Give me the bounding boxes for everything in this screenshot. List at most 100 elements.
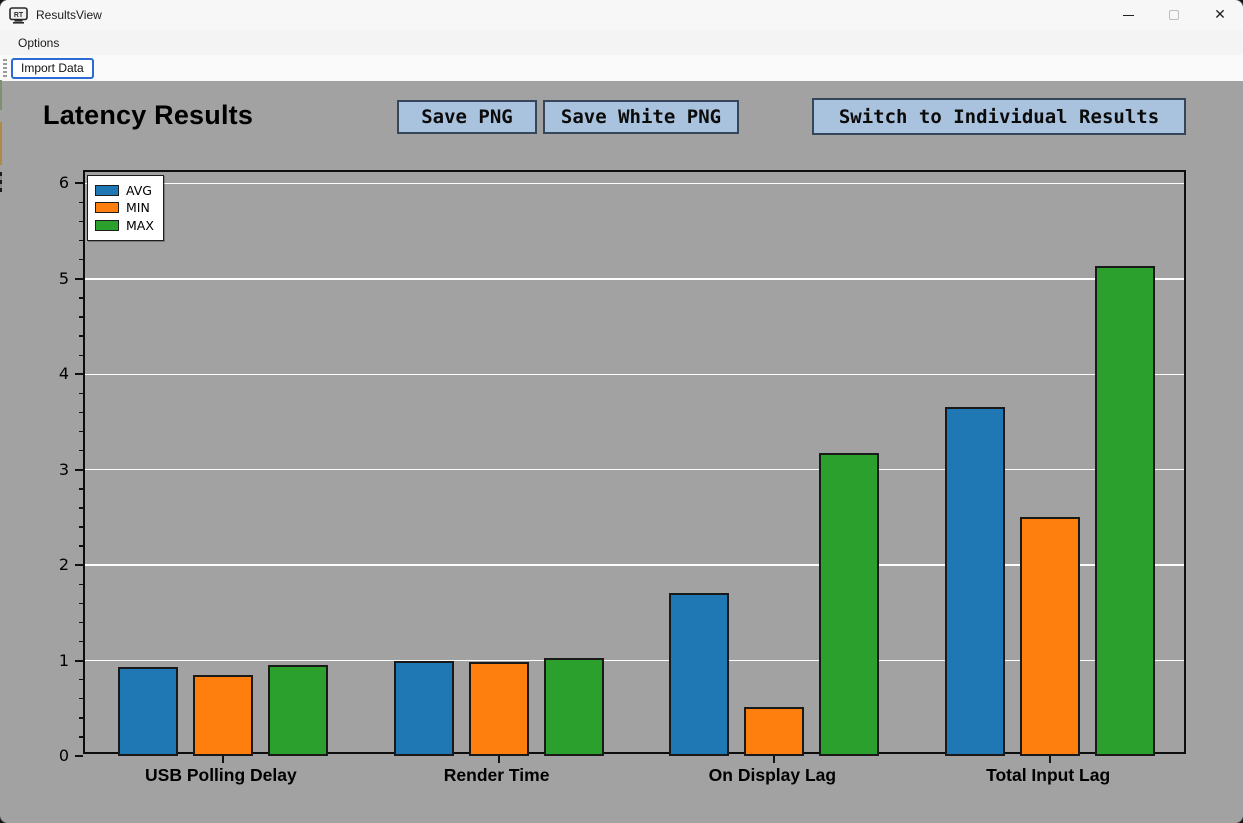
y-axis-minor-tick [79, 240, 83, 242]
y-axis-tick-label: 3 [58, 459, 69, 479]
save-white-png-button[interactable]: Save White PNG [543, 100, 739, 134]
gridline [85, 564, 1184, 566]
gridline [85, 373, 1184, 376]
menu-bar: Options [0, 30, 1243, 55]
y-axis-minor-tick [79, 602, 83, 604]
legend-entry: MIN [95, 200, 154, 215]
y-axis-tick-label: 1 [58, 650, 69, 670]
page-title: Latency Results [43, 100, 254, 130]
x-axis-tick [221, 756, 224, 763]
y-axis-minor-tick [79, 488, 83, 490]
screen-edge-artifact [0, 80, 2, 110]
y-axis-tick [75, 373, 83, 376]
maximize-button[interactable] [1151, 0, 1197, 30]
minimize-button[interactable] [1105, 0, 1151, 30]
legend-swatch [95, 202, 119, 213]
y-axis-minor-tick [79, 507, 83, 509]
chart-category-labels: USB Polling Delay Render Time On Display L… [83, 765, 1186, 795]
titlebar: RT ResultsView ✕ [0, 0, 1243, 30]
svg-text:RT: RT [14, 12, 24, 19]
y-axis-minor-tick [79, 411, 83, 414]
toolbar-grip-handle[interactable] [3, 59, 7, 77]
bar-min [744, 707, 805, 756]
switch-to-individual-results-button[interactable]: Switch to Individual Results [812, 98, 1186, 135]
legend-entry: MAX [95, 218, 154, 233]
y-axis-tick-label: 5 [58, 268, 69, 288]
category-label: On Display Lag [708, 765, 837, 785]
y-axis-minor-tick [79, 430, 83, 433]
app-icon: RT [9, 6, 28, 24]
minimize-icon [1122, 14, 1134, 16]
window-controls: ✕ [1105, 0, 1243, 30]
x-axis-tick [773, 756, 776, 763]
category-label: Total Input Lag [986, 765, 1111, 785]
y-axis-minor-tick [79, 220, 83, 223]
legend-swatch [95, 184, 119, 196]
y-axis-minor-tick [79, 259, 83, 261]
bar-avg [393, 660, 454, 756]
close-button[interactable]: ✕ [1197, 0, 1243, 30]
legend-swatch [95, 219, 119, 231]
legend-entry: AVG [95, 183, 154, 198]
y-axis-tick [75, 755, 83, 757]
bar-avg [945, 406, 1006, 756]
y-axis-minor-tick [79, 316, 83, 318]
y-axis-tick-label: 2 [58, 555, 69, 575]
y-axis-minor-tick [79, 354, 83, 356]
y-axis-minor-tick [79, 717, 83, 719]
x-axis-tick [1049, 756, 1052, 763]
gridline [85, 468, 1184, 471]
menu-item-options[interactable]: Options [18, 35, 60, 50]
bar-min [192, 674, 253, 756]
y-axis-minor-tick [79, 621, 83, 624]
maximize-icon [1169, 10, 1179, 20]
screen-edge-artifact [0, 122, 2, 165]
y-axis-minor-tick [79, 640, 83, 643]
legend-label: MIN [126, 200, 150, 215]
y-axis-minor-tick [79, 526, 83, 528]
gridline [85, 278, 1184, 280]
category-label: USB Polling Delay [145, 765, 297, 785]
y-axis-minor-tick [79, 449, 83, 452]
bar-max [819, 452, 880, 756]
y-axis-tick [75, 659, 83, 662]
y-axis-minor-tick [79, 583, 83, 585]
gridline [85, 182, 1184, 185]
bar-max [1095, 266, 1156, 756]
close-icon: ✕ [1214, 7, 1226, 23]
chart-plot-area: AVG MIN MAX 0 1 2 3 4 5 6 [59, 170, 1186, 765]
y-axis-tick-label: 6 [58, 173, 69, 193]
y-axis-tick-label: 0 [58, 746, 69, 765]
y-axis-minor-tick [79, 698, 83, 700]
y-axis-minor-tick [79, 297, 83, 299]
y-axis-tick [75, 277, 83, 280]
y-axis-minor-tick [79, 392, 83, 395]
bar-avg [117, 667, 178, 756]
legend-label: MAX [126, 217, 154, 233]
window-title: ResultsView [36, 8, 102, 22]
bar-avg [669, 592, 730, 756]
y-axis-minor-tick [79, 201, 83, 204]
bar-min [1020, 517, 1081, 756]
y-axis-tick [75, 564, 83, 567]
screen-edge-artifact [0, 172, 2, 192]
category-label: Render Time [443, 765, 550, 785]
y-axis-minor-tick [79, 678, 83, 681]
y-axis-minor-tick [79, 736, 83, 738]
bar-min [468, 661, 529, 756]
gridline [85, 659, 1184, 662]
toolbar: Import Data [0, 55, 1243, 81]
main-content: Latency Results Save PNG Save White PNG … [0, 81, 1243, 823]
y-axis-tick-label: 4 [58, 364, 69, 384]
y-axis-tick [75, 468, 83, 471]
chart-legend: AVG MIN MAX [87, 175, 164, 241]
x-axis-tick [497, 756, 500, 763]
y-axis-minor-tick [79, 545, 83, 547]
y-axis-minor-tick [79, 335, 83, 337]
y-axis-tick [75, 182, 83, 185]
import-data-button[interactable]: Import Data [11, 57, 94, 79]
legend-label: AVG [126, 182, 152, 198]
bar-max [543, 657, 604, 756]
save-png-button[interactable]: Save PNG [397, 100, 537, 134]
